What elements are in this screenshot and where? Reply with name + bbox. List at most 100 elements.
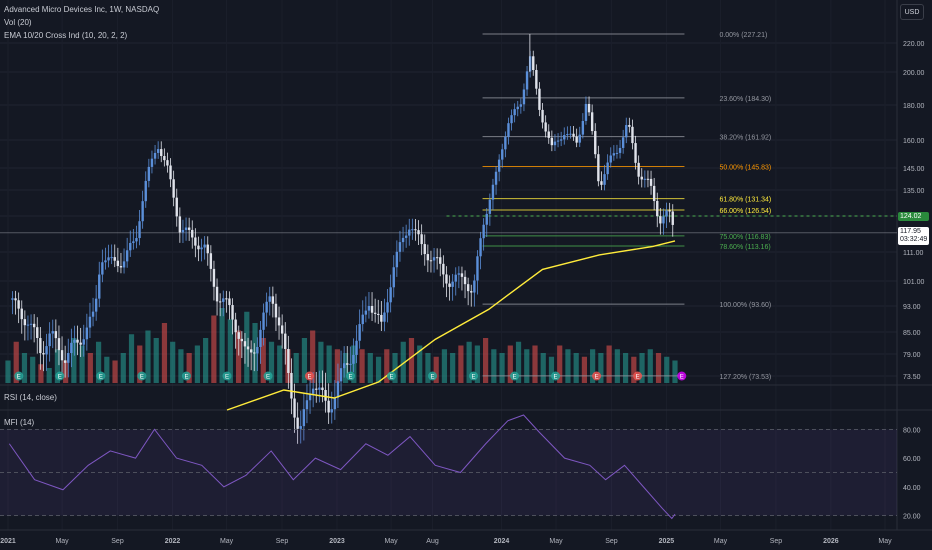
fibonacci-retracement[interactable]: 0.00% (227.21) 23.60% (184.30) 38.20% (161… [0, 32, 897, 381]
fib-level-label: 78.60% (113.16) [719, 244, 770, 251]
candle-body [522, 89, 526, 105]
symbol-title[interactable]: Advanced Micro Devices Inc, 1W, NASDAQ [4, 5, 160, 14]
candle-body [612, 153, 616, 156]
mfi-panel-label[interactable]: MFI (14) [4, 418, 35, 427]
candle-body [271, 296, 275, 304]
candle-body [662, 216, 665, 224]
volume-bar [482, 338, 489, 383]
candle-body [497, 159, 501, 172]
earnings-marker[interactable]: E [387, 371, 397, 381]
time-tick-label: Sep [111, 538, 124, 545]
candle-body [563, 135, 566, 140]
earnings-marker[interactable]: E [633, 371, 643, 381]
earnings-marker[interactable]: E [137, 371, 147, 381]
volume-bars [5, 308, 678, 383]
candle-body [253, 352, 256, 354]
candle-body [308, 393, 312, 401]
earnings-marker[interactable]: E [96, 371, 106, 381]
candle-body [414, 229, 417, 231]
earnings-letter: E [554, 375, 558, 381]
earnings-marker[interactable]: E [469, 371, 479, 381]
currency-button[interactable]: USD [900, 4, 924, 20]
candle-body [584, 103, 588, 121]
candle-body [234, 319, 237, 333]
candle-body [625, 125, 628, 138]
volume-indicator-label[interactable]: Vol (20) [4, 18, 32, 27]
volume-bar [5, 360, 11, 383]
candle-body [398, 242, 402, 252]
earnings-marker[interactable]: E [55, 371, 65, 381]
earnings-marker[interactable]: E [181, 371, 191, 381]
earnings-badge [14, 371, 24, 381]
candle-body [339, 368, 343, 382]
price-tick-label: 73.50 [903, 374, 921, 381]
candle-body [51, 331, 54, 334]
volume-bar [38, 364, 44, 383]
candle-body [91, 311, 95, 317]
volume-bar [532, 345, 538, 383]
volume-bar [293, 353, 299, 383]
earnings-marker[interactable]: E [592, 371, 602, 381]
earnings-marker[interactable]: E [428, 371, 438, 381]
candle-body [67, 353, 70, 363]
ema-indicator-label[interactable]: EMA 10/20 Cross Ind (10, 20, 2, 2) [4, 31, 128, 40]
candle-body [346, 363, 349, 365]
candle-body [671, 211, 674, 225]
candle-body [311, 388, 315, 394]
earnings-marker[interactable]: E [222, 371, 232, 381]
volume-bar [104, 356, 110, 383]
candle-body [516, 106, 519, 110]
candle-body [417, 230, 420, 235]
candle-body [668, 210, 671, 212]
volume-bar [548, 356, 555, 383]
earnings-marker[interactable]: E [304, 371, 314, 381]
earnings-letter: E [225, 375, 229, 381]
candle-body [274, 303, 278, 318]
candle-body [389, 287, 392, 303]
candle-body [184, 227, 188, 230]
volume-bar [384, 349, 390, 383]
candle-body [553, 141, 557, 146]
candle-body [194, 237, 197, 246]
volume-bar [13, 341, 19, 383]
earnings-badge [222, 371, 232, 381]
axes: 220.00 200.00 180.00 160.00 145.00 135.00 111.… [0, 41, 924, 545]
candle-body [603, 174, 606, 185]
candle-body [646, 178, 650, 180]
earnings-marker[interactable]: E [346, 371, 356, 381]
candle-body [442, 263, 445, 275]
volume-bar [46, 368, 52, 383]
earnings-marker[interactable]: E [14, 371, 24, 381]
earnings-letter: E [513, 375, 517, 381]
candle-body [54, 331, 58, 339]
candle-body [473, 280, 476, 293]
candle-body [225, 298, 228, 300]
candle-body [153, 152, 157, 159]
volume-bar [343, 353, 349, 383]
candle-body [209, 253, 213, 269]
volume-bar [95, 341, 102, 383]
earnings-marker[interactable]: E [551, 371, 561, 381]
price-tick-label: 111.00 [903, 250, 923, 257]
earnings-marker[interactable]: E [677, 371, 687, 381]
earnings-marker[interactable]: E [510, 371, 520, 381]
candle-body [293, 398, 296, 418]
candle-body [597, 154, 600, 182]
candle-body [144, 180, 147, 202]
candle-body [491, 184, 495, 200]
candle-body [451, 281, 454, 287]
rsi-panel-label[interactable]: RSI (14, close) [4, 393, 57, 402]
volume-bar [417, 345, 423, 383]
candle-body [175, 197, 178, 217]
earnings-letter: E [140, 375, 144, 381]
candle-body [98, 274, 101, 299]
candle-body [20, 308, 23, 320]
earnings-marker[interactable]: E [263, 371, 273, 381]
candle-body [101, 262, 104, 275]
volume-bar [30, 356, 36, 383]
candle-body [377, 313, 380, 315]
volume-bar [499, 353, 505, 383]
candle-body [26, 324, 30, 326]
